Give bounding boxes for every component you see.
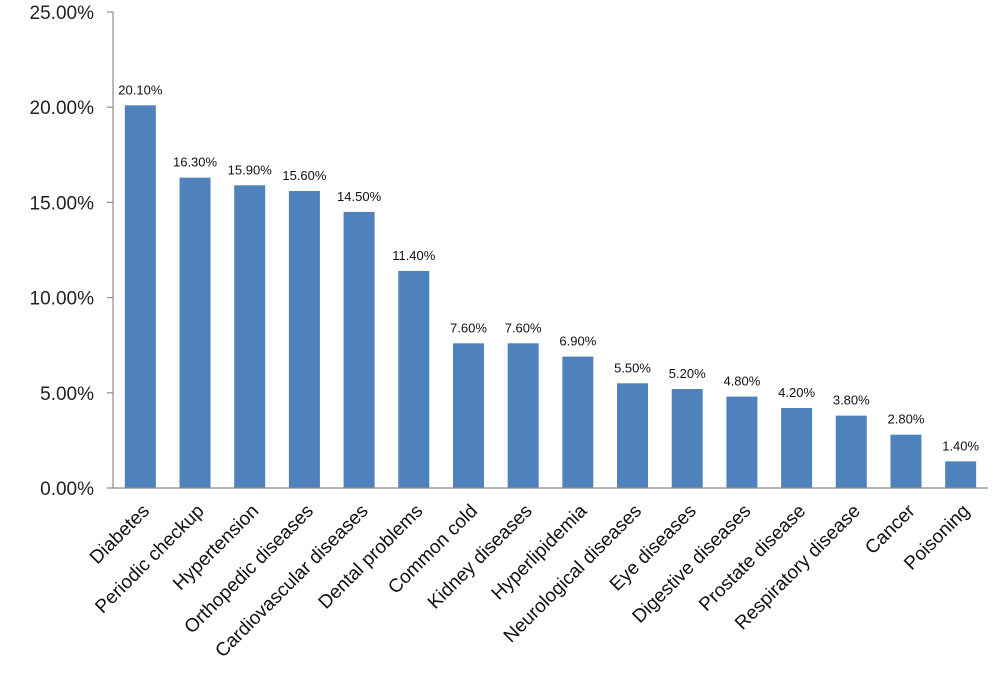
data-label: 4.20% [778,385,815,400]
bar [179,177,211,488]
y-tick-label: 10.00% [30,289,95,310]
bar [562,356,594,488]
y-tick-label: 0.00% [40,479,94,500]
bar [288,190,320,488]
category-label: Hyperlipidemia [488,500,592,604]
data-label: 15.60% [282,168,327,183]
data-label: 7.60% [505,320,542,335]
data-label: 4.80% [723,374,760,389]
data-label: 5.50% [614,360,651,375]
y-tick-label: 5.00% [40,384,94,405]
data-label: 16.30% [173,155,218,170]
bar [890,434,922,488]
bar [343,211,375,489]
bar [234,185,266,488]
bar [124,105,156,489]
bars [124,105,977,489]
bar [617,383,649,488]
y-axis-ticks: 0.00% 5.00% 10.00% 15.00% 20.00% 25.00% [30,3,113,500]
data-label: 5.20% [669,366,706,381]
data-label: 15.90% [228,162,273,177]
bar [671,388,703,488]
data-label: 3.80% [833,393,870,408]
bar [452,343,484,488]
data-labels: 20.10% 16.30% 15.90% 15.60% 14.50% 11.40% 7.60… [118,82,979,453]
y-tick-label: 15.00% [30,193,95,214]
data-label: 20.10% [118,82,163,97]
y-tick-label: 20.00% [30,98,95,119]
data-label: 6.90% [559,334,596,349]
data-label: 14.50% [337,189,382,204]
bar [945,461,977,488]
data-label: 7.60% [450,320,487,335]
data-label: 1.40% [942,438,979,453]
data-label: 2.80% [888,412,925,427]
bar [507,343,539,488]
bar [835,415,867,488]
y-tick-label: 25.00% [30,3,95,24]
bar [781,408,813,488]
data-label: 11.40% [392,248,436,263]
bar [398,270,430,488]
bar [726,396,758,488]
